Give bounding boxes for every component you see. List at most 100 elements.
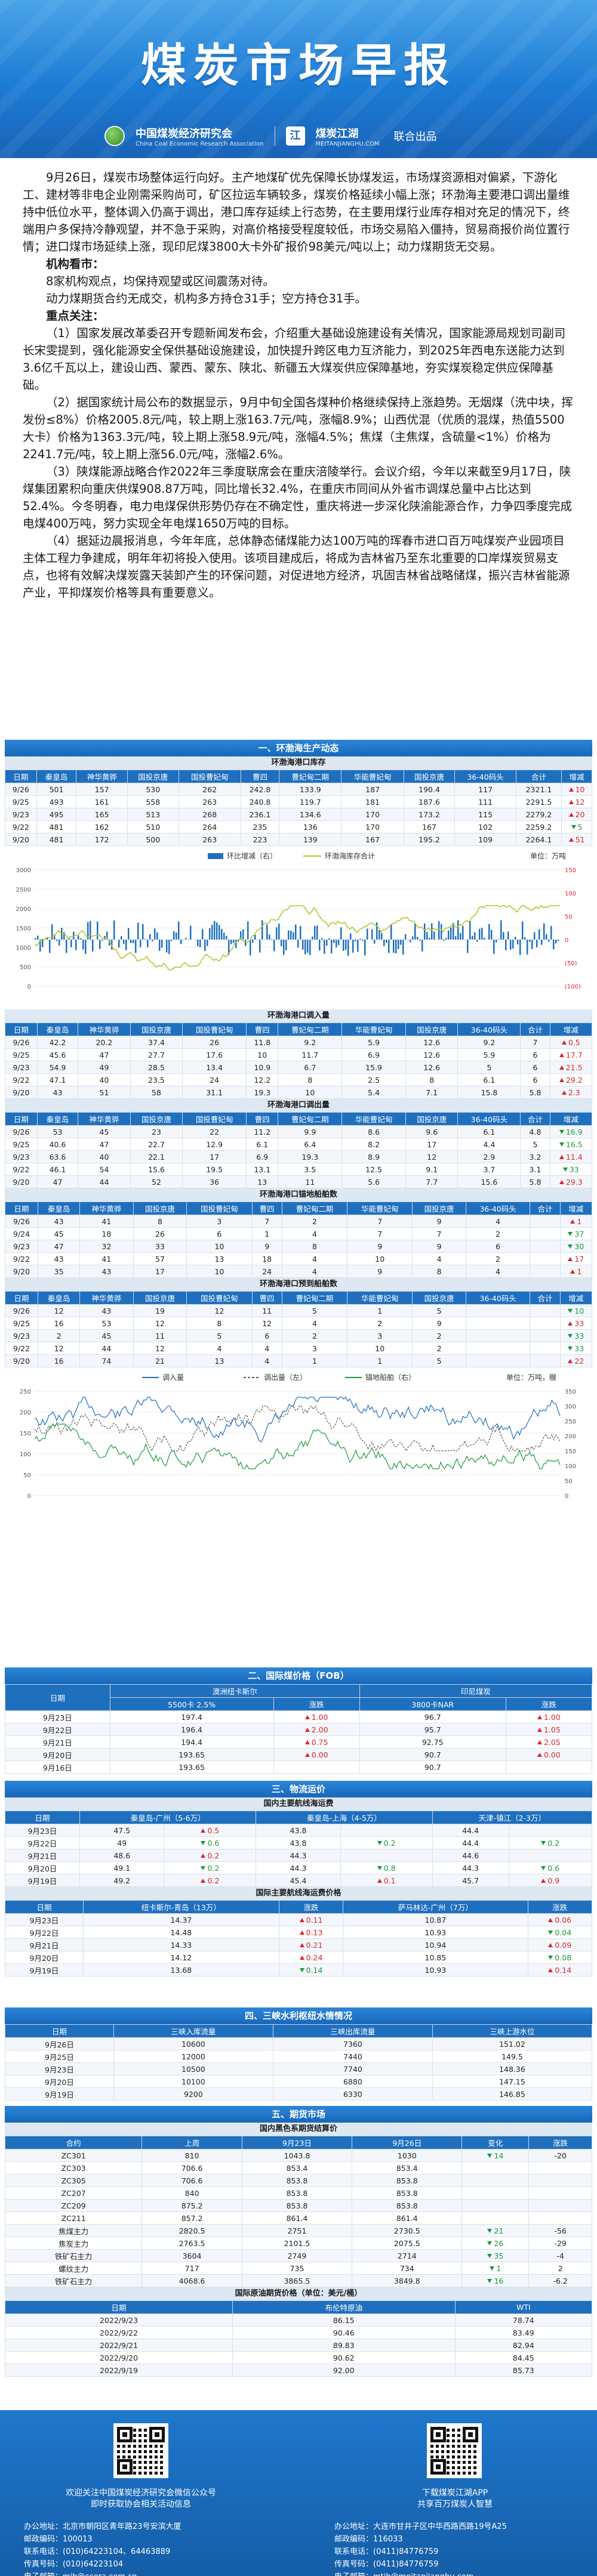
table-cell: 9月21日 — [5, 1938, 84, 1951]
column-header: 印尼煤炭 — [359, 1684, 593, 1698]
up-arrow-icon — [561, 1040, 567, 1045]
change-bar — [517, 940, 519, 945]
table-cell: 10500 — [113, 2062, 273, 2075]
change-value: 30 — [568, 1242, 584, 1251]
table-cell: 223 — [240, 833, 280, 846]
change-number: 0.5 — [568, 1038, 580, 1047]
table-row: 2022/9/22 90.46 83.49 — [4, 2326, 593, 2339]
table-cell: 44.3 — [256, 1849, 341, 1862]
table-cell: 9.2 — [278, 1036, 343, 1049]
table-row: 9/26 501 157 530 262 242.8 133.9 187 190.4 117 232… — [5, 783, 592, 796]
change-bar — [230, 940, 232, 944]
table-cell: 5 — [281, 1304, 348, 1317]
column-header: 神华黄骅 — [78, 1112, 131, 1126]
contact-line: 办公地址：大连市甘井子区中华西路西路19号A25 — [334, 2522, 507, 2531]
table-row: 焦炭主力 2763.5 2101.5 2075.5 26 -29 — [4, 2237, 592, 2250]
table-cell: 9月20日 — [5, 1951, 84, 1964]
change-bar — [92, 940, 94, 952]
change-bar — [173, 931, 175, 940]
table-cell: 3 — [347, 1329, 413, 1342]
change-cell: 10 — [561, 783, 592, 796]
change-value: 0.24 — [299, 1953, 322, 1962]
change-bar — [538, 929, 540, 940]
column-header: 9月23日 — [241, 2136, 353, 2149]
table-cell: 1 — [347, 1304, 413, 1317]
change-bar — [140, 940, 141, 947]
up-arrow-icon — [537, 1728, 542, 1732]
column-header: 增减 — [559, 1201, 593, 1215]
column-header: 合计 — [520, 1023, 550, 1036]
table-row: 9/24 45 18 26 6 1 4 7 7 2 37 — [4, 1227, 593, 1240]
column-header: 曹妃甸二期 — [278, 1112, 343, 1126]
up-arrow-icon — [548, 1943, 553, 1947]
table-cell: 13.68 — [82, 1963, 279, 1976]
table-cell: 173.2 — [403, 808, 456, 821]
table-title-freight-intl: 国际主要航线海运费价格 — [5, 1887, 592, 1900]
change-number: 0.2 — [547, 1839, 560, 1848]
change-number: 29.3 — [565, 1178, 583, 1187]
logo-bar: 中国煤炭经济研究会 China Coal Economic Research A… — [104, 122, 493, 150]
table-cell: 45 — [78, 1125, 131, 1138]
table-cell: 6 — [520, 1048, 550, 1061]
table-cell: 9.6 — [405, 1125, 458, 1138]
table-cell: 2 — [281, 1329, 348, 1342]
column-subheader: 涨跌 — [273, 1697, 360, 1711]
table-cell: 17.6 — [182, 1048, 247, 1061]
change-value: 29.3 — [559, 1178, 583, 1187]
table-row: 9/25 45.6 47 27.7 17.6 10 11.7 6.9 12.6 5.9 6 17.7 — [5, 1048, 593, 1061]
table-cell: 15.9 — [341, 1061, 406, 1074]
table-cell: 4 — [281, 1317, 348, 1330]
change-bar — [414, 923, 416, 940]
table-cell: 12.5 — [341, 1163, 406, 1176]
change-number: 0.11 — [306, 1916, 323, 1925]
up-arrow-icon — [561, 1091, 567, 1095]
column-header: 华能曹妃甸 — [341, 1023, 406, 1036]
change-number: 12 — [575, 798, 585, 807]
change-value: 5 — [571, 823, 582, 832]
table-cell: 7 — [412, 1227, 466, 1240]
change-bar — [340, 927, 342, 940]
table-row: 2022/9/19 92.00 85.73 — [4, 2364, 593, 2377]
y-tick-label: 3000 — [16, 867, 31, 874]
down-arrow-icon — [568, 1346, 573, 1351]
change-cell: 1.05 — [505, 1723, 593, 1736]
app-contact-info: 办公地址：大连市甘井子区中华西路西路19号A25 邮政编码：116033 联系电话：… — [334, 2521, 507, 2576]
table-cell: 6 — [520, 1073, 550, 1086]
table-row: 9/22 46.1 54 15.6 19.5 13.1 3.5 12.5 9.1 3.7 3.1 33 — [5, 1163, 593, 1176]
qr-corner — [430, 2459, 446, 2475]
change-cell: 1 — [559, 1215, 593, 1228]
change-bar — [388, 940, 390, 953]
change-cell: 29.2 — [549, 1073, 593, 1086]
table-header-row: 日期 秦皇岛 神华黄骅 国投京唐 国投曹妃甸 曹四 曹妃甸二期 华能曹妃甸 国投京唐 36-40码… — [5, 1023, 593, 1036]
down-arrow-icon — [562, 1167, 568, 1172]
chart-unit: 单位：万吨，艘 — [506, 1373, 556, 1382]
down-arrow-icon — [541, 1866, 546, 1870]
change-number: 0.8 — [383, 1864, 396, 1873]
table-header-row: 日期 秦皇岛 神华黄骅 国投京唐 国投曹妃甸 曹四 曹妃甸二期 华能曹妃甸 国投京唐 36-40码… — [4, 1201, 593, 1215]
table-cell: 49 — [79, 1836, 165, 1849]
change-number: 37 — [574, 1230, 584, 1238]
table-cell: 37.4 — [130, 1036, 183, 1049]
inventory-chart: 环比增减（右） 环渤海库存合计 单位：万吨 3000 2500 2000 1500 1000 5… — [5, 846, 592, 1009]
table-cell: 9月26日 — [5, 2037, 114, 2050]
table-cell: 铁矿石主力 — [4, 2274, 143, 2287]
change-cell: 0.00 — [273, 1748, 360, 1761]
change-value: 0.14 — [548, 1966, 571, 1975]
up-arrow-icon — [559, 1180, 564, 1184]
table-cell: 11 — [251, 1304, 282, 1317]
change-value: 0.5 — [201, 1826, 219, 1835]
table-cell: 9月20日 — [4, 1861, 81, 1874]
table-cell: 84.45 — [454, 2351, 593, 2364]
table-cell: 10600 — [113, 2037, 273, 2050]
change-cell: 0.2 — [164, 1849, 257, 1862]
table-cell: 196.4 — [109, 1723, 274, 1736]
column-subheader: 3800卡NAR — [359, 1697, 506, 1711]
change-cell — [340, 1849, 433, 1862]
table-cell: 10 — [186, 1265, 253, 1278]
change-bar — [111, 940, 113, 950]
change-number: 0.09 — [555, 1941, 572, 1950]
change-bar — [261, 920, 263, 940]
table-cell: 7 — [520, 1036, 550, 1049]
table-cell: 853.4 — [352, 2161, 463, 2175]
change-value: 0.09 — [548, 1941, 571, 1950]
